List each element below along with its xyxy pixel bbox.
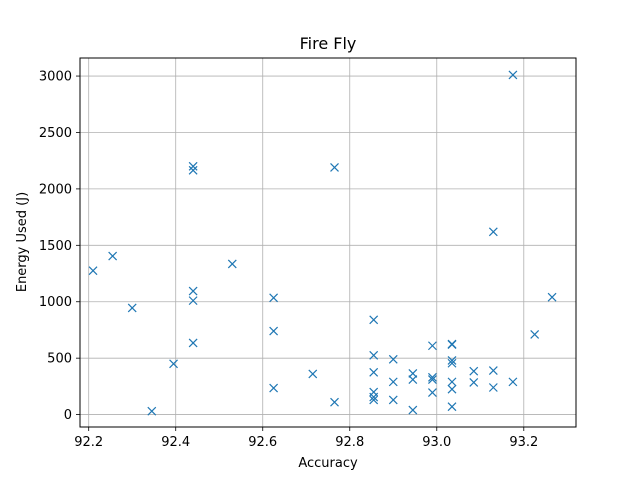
data-point bbox=[408, 368, 418, 378]
data-point bbox=[88, 266, 98, 276]
y-axis-ticks: 0 500 1000 1500 2000 2500 3000 bbox=[39, 70, 80, 423]
data-point bbox=[427, 375, 437, 385]
data-point bbox=[488, 227, 498, 237]
y-tick-label: 2000 bbox=[39, 182, 72, 197]
data-point bbox=[269, 326, 279, 336]
y-tick-label: 2500 bbox=[39, 126, 72, 141]
data-point bbox=[127, 303, 137, 313]
data-point bbox=[388, 395, 398, 405]
data-point bbox=[169, 359, 178, 369]
data-point bbox=[188, 286, 198, 296]
data-point bbox=[508, 70, 518, 80]
y-tick-label: 500 bbox=[47, 352, 72, 367]
data-point bbox=[147, 406, 157, 416]
data-point bbox=[308, 369, 318, 379]
data-point bbox=[408, 375, 418, 385]
data-point bbox=[469, 366, 479, 376]
data-point bbox=[388, 354, 398, 364]
data-point bbox=[447, 384, 457, 394]
grid-lines bbox=[80, 58, 576, 427]
x-axis-label: Accuracy bbox=[298, 456, 358, 471]
data-point bbox=[108, 251, 118, 261]
data-point bbox=[188, 338, 198, 348]
data-point bbox=[488, 383, 498, 392]
data-point bbox=[508, 377, 518, 387]
data-point bbox=[447, 402, 457, 412]
y-axis-label: Energy Used (J) bbox=[15, 192, 30, 292]
data-point bbox=[408, 405, 418, 415]
data-points bbox=[88, 70, 557, 416]
data-point bbox=[330, 163, 339, 172]
x-tick-label: 92.8 bbox=[335, 435, 364, 450]
data-point bbox=[188, 165, 198, 175]
data-point bbox=[369, 367, 379, 377]
plot-frame bbox=[79, 57, 577, 428]
x-tick-label: 93.0 bbox=[422, 435, 451, 450]
data-point bbox=[188, 296, 198, 306]
x-tick-label: 92.6 bbox=[248, 435, 277, 450]
data-point bbox=[369, 392, 379, 402]
data-point bbox=[369, 395, 379, 405]
data-point bbox=[369, 315, 379, 325]
data-point bbox=[427, 341, 437, 351]
data-point bbox=[427, 372, 437, 382]
data-point bbox=[530, 330, 540, 339]
x-tick-label: 93.2 bbox=[509, 435, 538, 450]
x-tick-label: 92.2 bbox=[74, 435, 103, 450]
data-point bbox=[188, 161, 198, 171]
y-tick-label: 0 bbox=[64, 408, 72, 423]
data-point bbox=[269, 383, 279, 393]
y-tick-label: 1500 bbox=[39, 239, 72, 254]
data-point bbox=[227, 259, 237, 269]
chart-title: Fire Fly bbox=[300, 34, 357, 53]
y-tick-label: 1000 bbox=[39, 295, 72, 310]
y-tick-label: 3000 bbox=[39, 70, 72, 85]
data-point bbox=[447, 358, 457, 368]
x-axis-ticks: 92.2 92.4 92.6 92.8 93.0 93.2 bbox=[74, 427, 538, 450]
data-point bbox=[488, 366, 498, 376]
data-point bbox=[547, 292, 557, 302]
data-point bbox=[469, 378, 479, 387]
data-point bbox=[369, 350, 379, 360]
data-point bbox=[330, 397, 339, 407]
data-point bbox=[447, 355, 457, 365]
data-point bbox=[427, 388, 437, 398]
data-point bbox=[447, 340, 457, 350]
data-point bbox=[447, 377, 457, 387]
data-point bbox=[388, 377, 398, 387]
data-point bbox=[269, 293, 279, 303]
x-tick-label: 92.4 bbox=[161, 435, 190, 450]
